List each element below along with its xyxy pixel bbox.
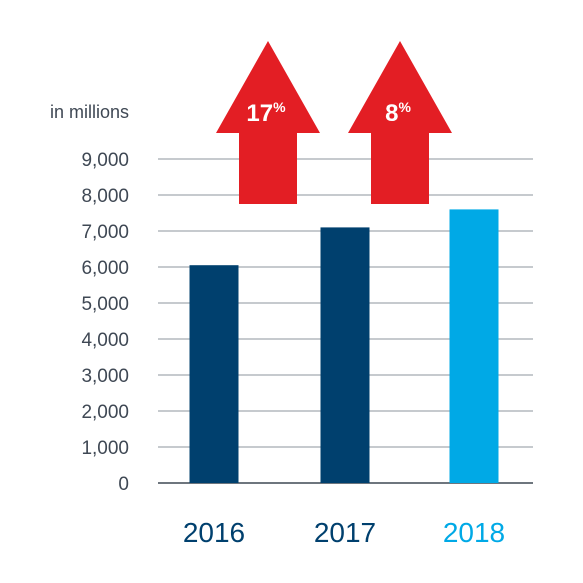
growth-label: 8% bbox=[385, 99, 411, 127]
y-tick-label: 7,000 bbox=[81, 222, 129, 243]
growth-arrows: 17% 8% bbox=[216, 41, 452, 204]
x-tick-label: 2017 bbox=[314, 517, 376, 548]
up-arrow-icon bbox=[348, 41, 452, 204]
growth-label: 17% bbox=[246, 99, 286, 127]
x-tick-label: 2018 bbox=[443, 517, 505, 548]
growth-arrow: 17% bbox=[216, 41, 320, 204]
y-tick-label: 3,000 bbox=[81, 366, 129, 387]
bar-2018 bbox=[449, 209, 499, 483]
y-axis-ticks: 0 1,000 2,000 3,000 4,000 5,000 6,000 7,000 8,00… bbox=[81, 150, 129, 495]
y-tick-label: 9,000 bbox=[81, 150, 129, 171]
y-tick-label: 6,000 bbox=[81, 258, 129, 279]
y-tick-label: 1,000 bbox=[81, 438, 129, 459]
y-tick-label: 8,000 bbox=[81, 186, 129, 207]
growth-arrow: 8% bbox=[348, 41, 452, 204]
x-tick-label: 2016 bbox=[183, 517, 245, 548]
up-arrow-icon bbox=[216, 41, 320, 204]
x-axis-labels: 2016 2017 2018 bbox=[183, 517, 505, 548]
bar-2017 bbox=[320, 227, 370, 483]
bars bbox=[189, 209, 499, 483]
y-tick-label: 5,000 bbox=[81, 294, 129, 315]
y-tick-label: 2,000 bbox=[81, 402, 129, 423]
y-tick-label: 0 bbox=[118, 474, 129, 495]
unit-label: in millions bbox=[50, 102, 129, 122]
y-tick-label: 4,000 bbox=[81, 330, 129, 351]
bar-2016 bbox=[189, 265, 239, 483]
